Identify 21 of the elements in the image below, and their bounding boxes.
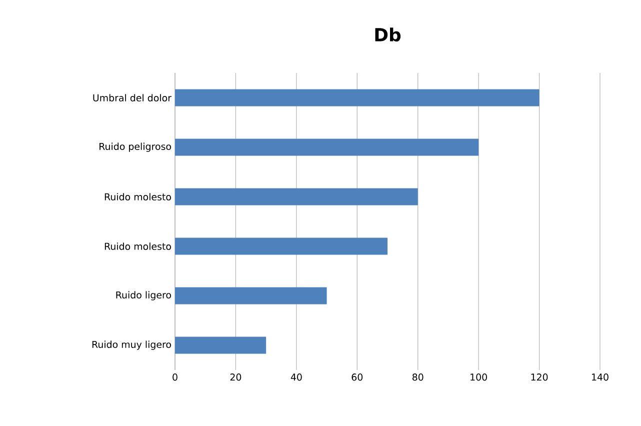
x-tick-label: 80 (412, 374, 424, 381)
x-tick-label: 100 (470, 374, 487, 381)
bar (175, 238, 388, 255)
bar (175, 138, 479, 156)
x-tick-label: 140 (592, 374, 608, 381)
x-tick-label: 40 (290, 374, 302, 381)
chart-title: Db (375, 28, 401, 42)
bar (175, 336, 266, 354)
bar (175, 188, 418, 206)
y-tick-label: Ruido molesto (104, 242, 171, 250)
y-tick-label: Ruido peligroso (100, 142, 171, 152)
x-tick-label: 20 (230, 374, 242, 381)
x-tick-label: 120 (531, 374, 548, 381)
x-tick-label: 60 (352, 374, 363, 381)
x-tick-label: 0 (172, 374, 178, 381)
y-tick-label: Ruido muy ligero (92, 340, 171, 350)
y-tick-label: Umbral del dolor (93, 94, 172, 102)
y-tick-label: Ruido molesto (104, 193, 171, 200)
bar (175, 89, 540, 106)
bar (175, 287, 327, 304)
y-tick-label: Ruido ligero (116, 291, 171, 300)
